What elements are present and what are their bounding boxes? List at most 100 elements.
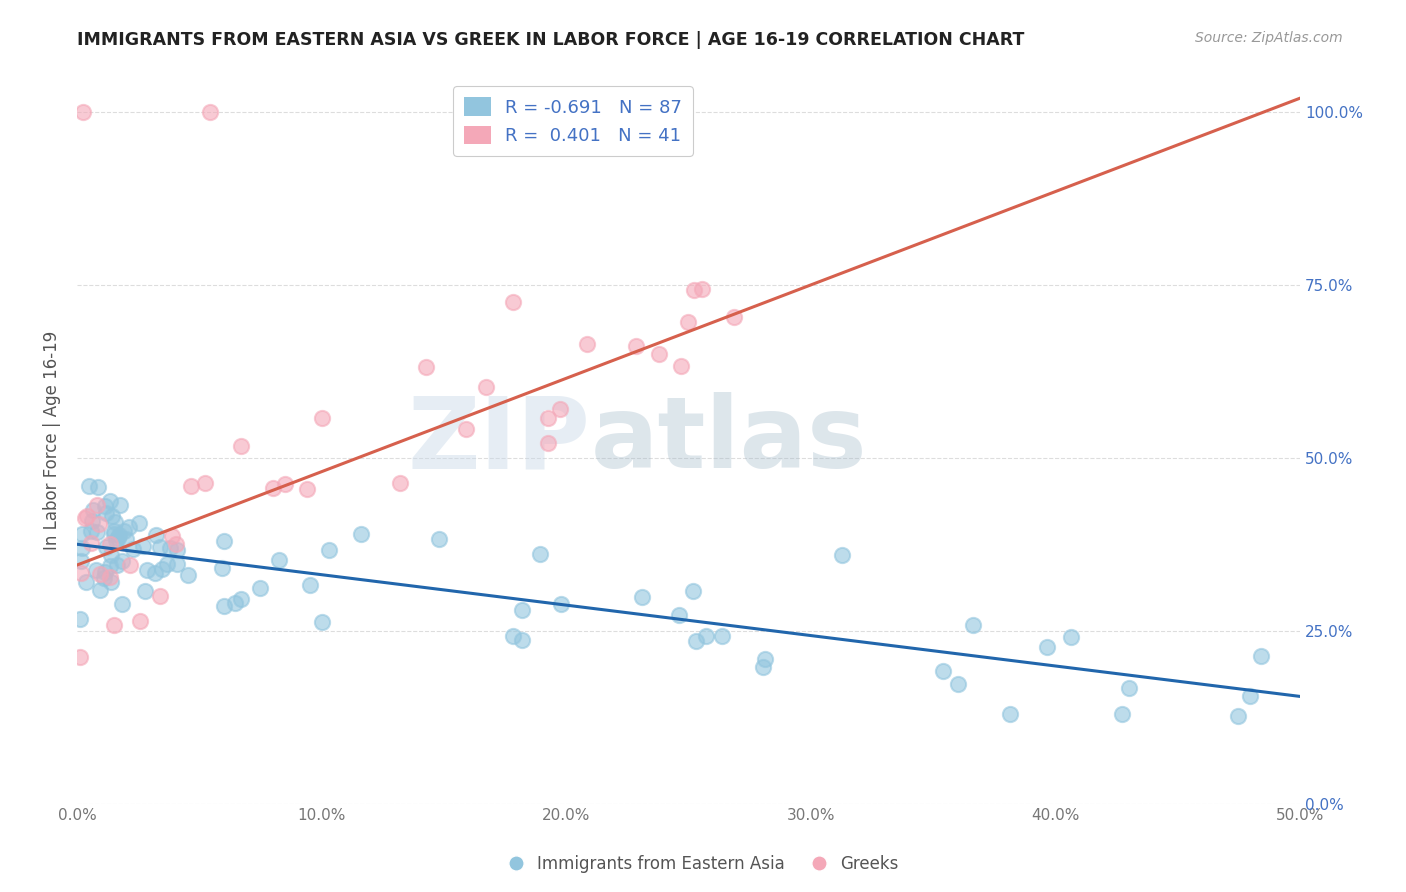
Point	[946, 677, 969, 691]
Point	[80, 514, 103, 528]
Point	[101, 509, 124, 524]
Point	[105, 558, 128, 573]
Point	[548, 402, 571, 417]
Point	[754, 652, 776, 666]
Point	[1227, 709, 1250, 723]
Point	[84, 563, 107, 577]
Point	[145, 528, 167, 542]
Point	[72, 105, 94, 120]
Point	[128, 614, 150, 628]
Point	[89, 582, 111, 597]
Point	[262, 481, 284, 495]
Point	[103, 526, 125, 541]
Point	[685, 634, 707, 648]
Point	[100, 548, 122, 562]
Point	[149, 589, 172, 603]
Point	[180, 479, 202, 493]
Point	[107, 531, 129, 545]
Point	[165, 537, 187, 551]
Point	[94, 499, 117, 513]
Point	[194, 476, 217, 491]
Point	[537, 411, 560, 425]
Point	[118, 558, 141, 572]
Point	[454, 422, 477, 436]
Point	[669, 359, 692, 374]
Point	[668, 607, 690, 622]
Point	[224, 596, 246, 610]
Point	[299, 578, 322, 592]
Y-axis label: In Labor Force | Age 16-19: In Labor Force | Age 16-19	[44, 331, 60, 550]
Point	[1060, 631, 1083, 645]
Point	[389, 475, 412, 490]
Point	[70, 541, 93, 556]
Point	[108, 528, 131, 542]
Point	[111, 554, 134, 568]
Point	[249, 581, 271, 595]
Text: ZIP: ZIP	[408, 392, 591, 489]
Point	[229, 592, 252, 607]
Point	[231, 439, 253, 453]
Point	[112, 524, 135, 538]
Point	[122, 542, 145, 557]
Point	[100, 574, 122, 589]
Point	[512, 603, 534, 617]
Text: atlas: atlas	[591, 392, 868, 489]
Point	[212, 599, 235, 613]
Point	[73, 511, 96, 525]
Point	[932, 664, 955, 678]
Point	[93, 571, 115, 585]
Legend: Immigrants from Eastern Asia, Greeks: Immigrants from Eastern Asia, Greeks	[501, 848, 905, 880]
Point	[998, 706, 1021, 721]
Point	[98, 570, 121, 584]
Point	[695, 629, 717, 643]
Point	[135, 563, 157, 577]
Point	[150, 562, 173, 576]
Point	[295, 483, 318, 497]
Point	[89, 566, 111, 581]
Point	[510, 632, 533, 647]
Point	[626, 339, 648, 353]
Point	[103, 618, 125, 632]
Point	[550, 598, 572, 612]
Point	[70, 527, 93, 541]
Point	[1118, 681, 1140, 695]
Point	[1035, 640, 1057, 654]
Point	[98, 558, 121, 573]
Point	[536, 436, 558, 450]
Point	[69, 566, 91, 581]
Point	[104, 533, 127, 548]
Point	[690, 282, 713, 296]
Point	[86, 524, 108, 539]
Point	[475, 380, 498, 394]
Point	[682, 584, 704, 599]
Point	[160, 529, 183, 543]
Point	[118, 520, 141, 534]
Point	[962, 617, 984, 632]
Point	[96, 506, 118, 520]
Point	[114, 532, 136, 546]
Point	[87, 516, 110, 531]
Point	[103, 524, 125, 539]
Point	[166, 557, 188, 571]
Point	[98, 537, 121, 551]
Point	[429, 532, 451, 546]
Point	[143, 566, 166, 580]
Point	[79, 536, 101, 550]
Point	[94, 565, 117, 579]
Point	[212, 533, 235, 548]
Point	[166, 543, 188, 558]
Point	[131, 539, 153, 553]
Point	[80, 524, 103, 538]
Point	[318, 543, 340, 558]
Point	[1111, 706, 1133, 721]
Point	[1239, 690, 1261, 704]
Point	[630, 590, 652, 604]
Point	[111, 597, 134, 611]
Point	[108, 498, 131, 512]
Point	[86, 499, 108, 513]
Point	[267, 553, 290, 567]
Point	[200, 105, 222, 120]
Point	[274, 477, 297, 491]
Point	[576, 337, 599, 351]
Point	[502, 295, 524, 310]
